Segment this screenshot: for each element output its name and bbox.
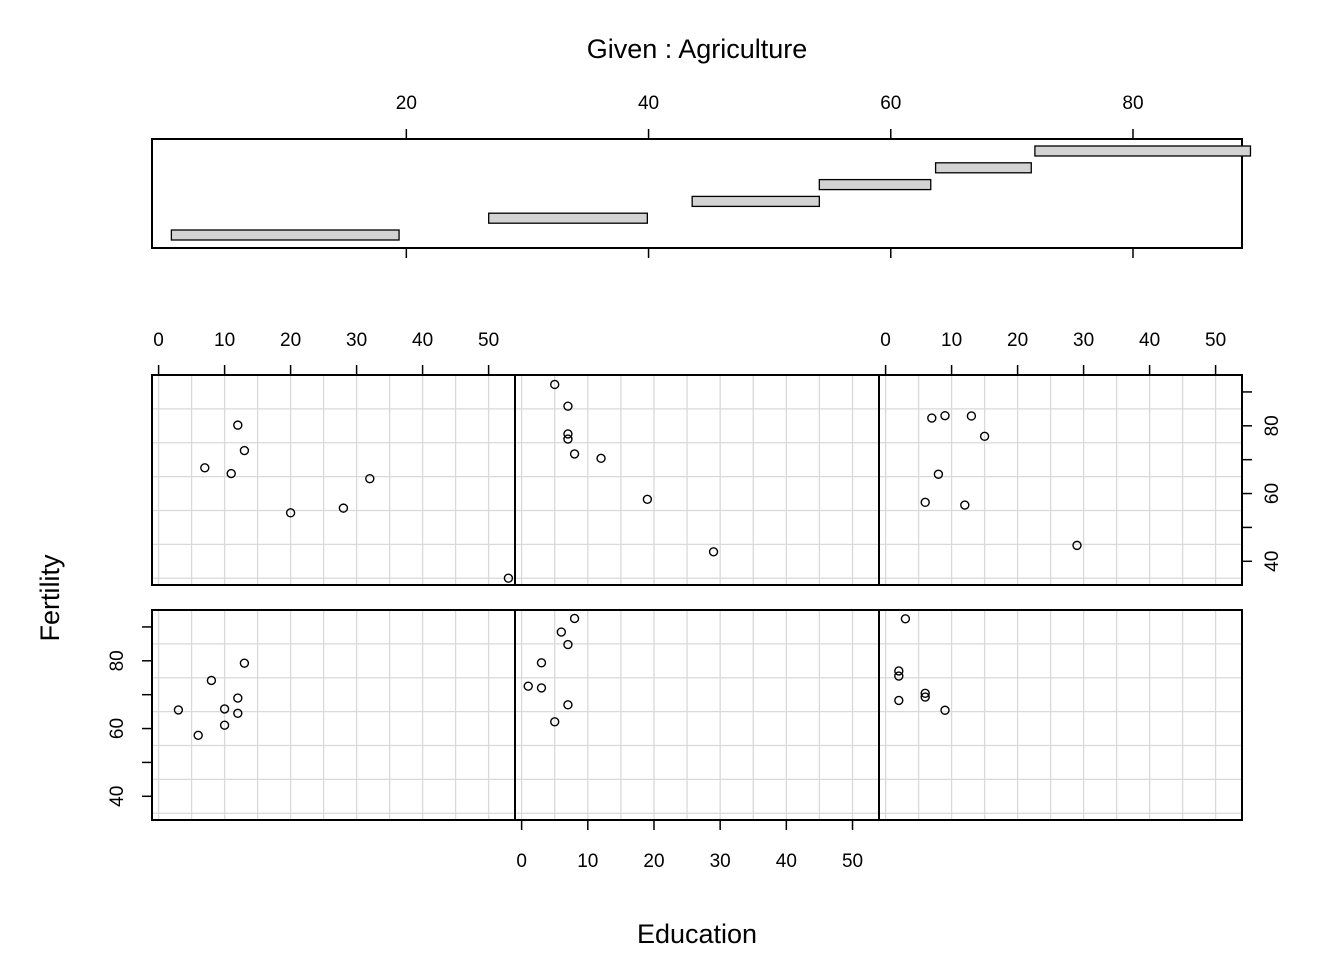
data-point (239, 445, 250, 456)
data-point (193, 730, 203, 741)
given-interval-bar (1034, 145, 1252, 157)
x-tick-label: 40 (1139, 330, 1160, 351)
x-tick-label: 10 (941, 330, 962, 351)
data-point (233, 693, 243, 703)
data-point (200, 463, 210, 473)
data-point (563, 434, 573, 444)
panel-frame (514, 374, 880, 586)
y-tick-label: 80 (1262, 415, 1283, 436)
given-panel-frame (151, 138, 1243, 249)
data-point (940, 705, 950, 715)
scatter-panel: 0 10 20 30 40 50 (151, 330, 516, 586)
panel-frame (151, 374, 516, 586)
data-point (233, 420, 243, 430)
given-tick-label: 40 (638, 93, 659, 114)
data-point (894, 695, 904, 706)
data-point (285, 508, 296, 518)
data-point (933, 469, 944, 479)
data-point (900, 614, 911, 624)
given-tick-label: 80 (1122, 93, 1143, 114)
data-point (563, 639, 573, 650)
data-point (206, 675, 217, 686)
given-interval-bar (488, 212, 648, 224)
given-interval-bar (691, 195, 820, 208)
scatter-panel (878, 609, 1243, 821)
x-tick-label: 0 (880, 330, 891, 351)
data-point (920, 692, 930, 702)
x-tick-label: 30 (710, 851, 731, 872)
x-tick-label: 30 (1073, 330, 1094, 351)
data-point (894, 671, 904, 681)
y-tick-label: 40 (107, 786, 128, 807)
y-axis-label: Fertility (35, 554, 65, 641)
scatter-panel: 40 60 80 (107, 609, 516, 821)
data-point (708, 547, 719, 557)
data-point (1072, 540, 1082, 551)
data-point (226, 468, 236, 479)
data-point (219, 720, 230, 730)
given-tick-label: 20 (396, 93, 417, 114)
data-point (536, 683, 547, 693)
data-point (338, 503, 349, 513)
x-tick-label: 40 (412, 330, 433, 351)
data-point (550, 717, 560, 727)
x-tick-label: 10 (214, 330, 235, 351)
x-axis-label: Education (637, 919, 757, 949)
chart-title: Given : Agriculture (587, 34, 808, 64)
given-tick-label: 60 (880, 93, 901, 114)
data-point (563, 429, 573, 439)
given-interval-bar (170, 229, 400, 241)
scatter-panel: 0 10 20 30 40 50 (514, 609, 880, 872)
scatter-panels: 40 60 80 0 10 20 30 40 50 0 10 20 30 40 50 0 10 20 30 40 50 4… (107, 330, 1283, 872)
data-point (979, 431, 990, 442)
x-tick-label: 40 (776, 851, 797, 872)
x-tick-label: 0 (153, 330, 164, 351)
x-tick-label: 30 (346, 330, 367, 351)
data-point (569, 449, 580, 459)
data-point (563, 401, 573, 411)
given-interval-bar (934, 162, 1032, 174)
y-tick-label: 40 (1262, 551, 1283, 572)
x-tick-label: 20 (1007, 330, 1028, 351)
data-point (365, 473, 375, 484)
x-tick-label: 20 (280, 330, 301, 351)
data-point (894, 666, 904, 676)
x-tick-label: 50 (478, 330, 499, 351)
given-interval-bar (818, 178, 932, 191)
y-tick-label: 60 (107, 718, 128, 739)
data-point (536, 658, 547, 668)
y-tick-label: 60 (1262, 483, 1283, 504)
data-point (503, 573, 514, 583)
panel-frame (878, 609, 1243, 821)
data-point (920, 497, 930, 508)
x-tick-label: 50 (842, 851, 863, 872)
data-point (960, 500, 970, 510)
scatter-panel (514, 374, 880, 586)
data-point (219, 704, 230, 714)
panel-frame (151, 609, 516, 821)
y-tick-label: 80 (107, 650, 128, 671)
x-tick-label: 50 (1205, 330, 1226, 351)
data-point (556, 627, 567, 637)
data-point (233, 708, 243, 719)
data-point (940, 410, 950, 421)
data-point (563, 700, 573, 710)
data-point (642, 494, 653, 505)
given-panel: 20 40 60 80 (151, 93, 1252, 258)
x-tick-label: 0 (516, 851, 527, 872)
data-point (550, 379, 560, 390)
panel-frame (878, 374, 1243, 586)
scatter-panel: 0 10 20 30 40 50 40 60 80 (878, 330, 1283, 586)
data-point (569, 613, 580, 624)
data-point (927, 413, 937, 423)
data-point (173, 705, 184, 715)
x-tick-label: 20 (643, 851, 664, 872)
data-point (596, 453, 606, 464)
x-tick-label: 10 (577, 851, 598, 872)
data-point (920, 688, 930, 699)
data-point (966, 411, 977, 421)
data-point (239, 658, 250, 668)
data-point (523, 681, 533, 691)
